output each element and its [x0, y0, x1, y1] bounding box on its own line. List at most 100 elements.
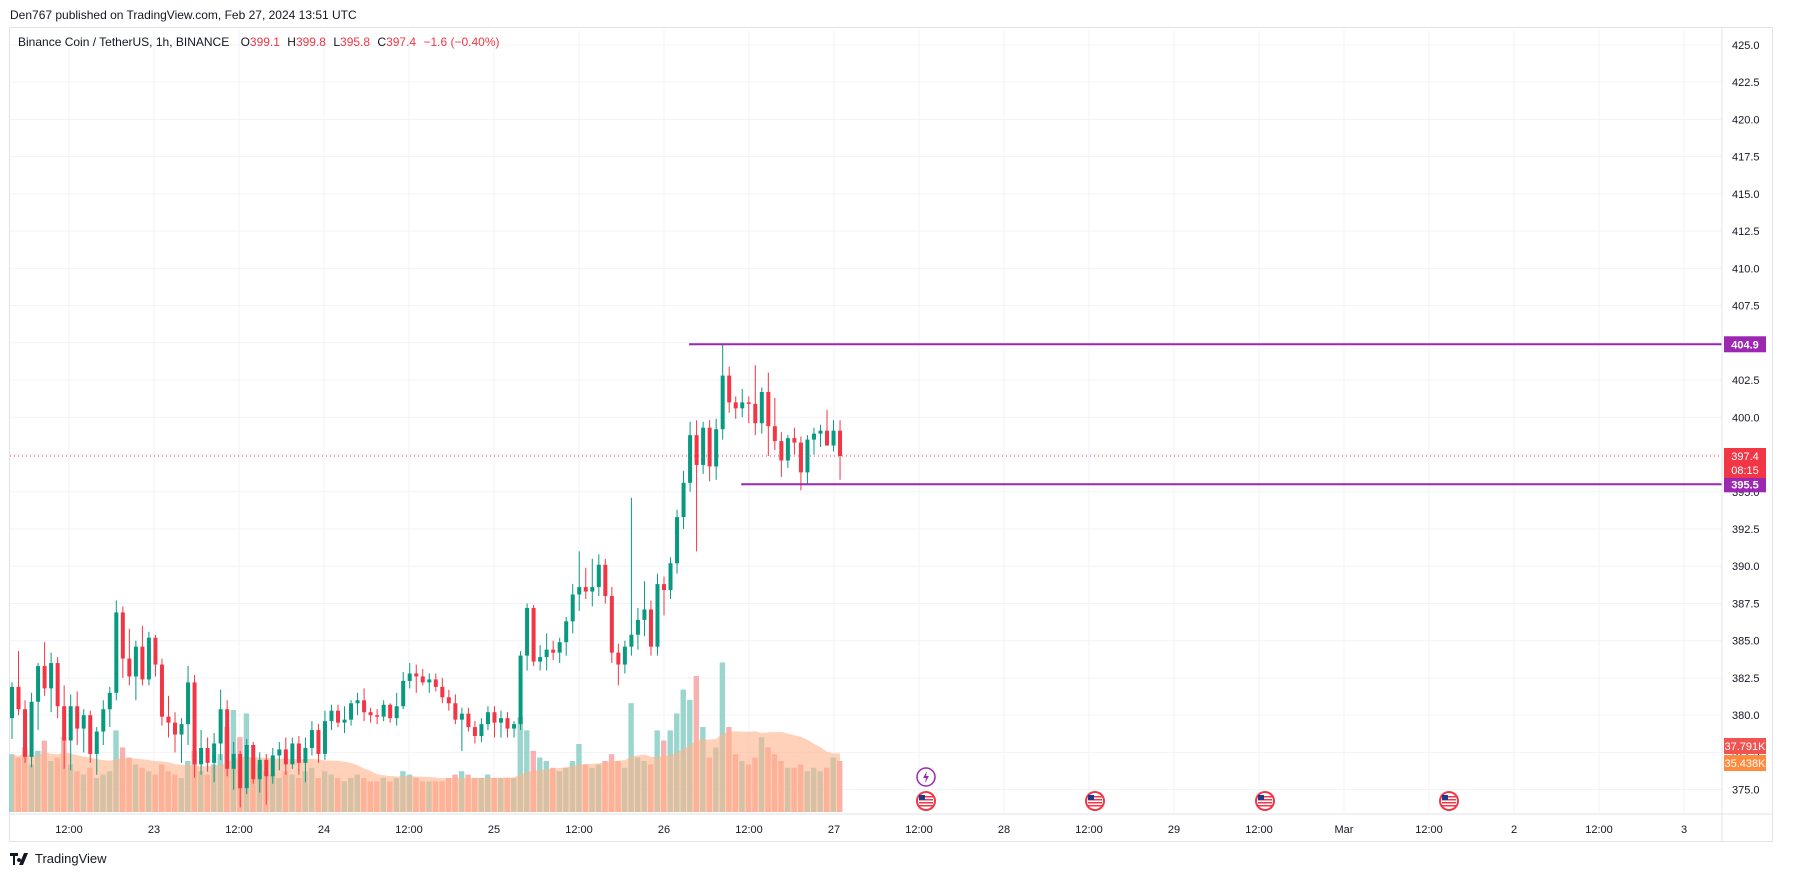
flag-stripe	[1442, 805, 1456, 807]
candle-body	[668, 563, 673, 591]
volume-bar	[517, 716, 523, 812]
time-tick-label: 12:00	[55, 824, 83, 836]
symbol-legend[interactable]: Binance Coin / TetherUS, 1h, BINANCE O39…	[18, 35, 500, 49]
time-tick-label: 12:00	[1415, 824, 1443, 836]
high-value: 399.8	[295, 35, 326, 49]
flag-stripe	[1258, 796, 1272, 798]
grid-lines	[10, 30, 1722, 812]
candle-body	[303, 747, 308, 763]
lightning-icon-bolt	[923, 771, 929, 783]
candle-body	[779, 441, 784, 461]
candle-body	[238, 753, 243, 789]
candle-body	[329, 710, 334, 722]
price-tick-label: 390.0	[1732, 561, 1760, 573]
price-tick-label: 410.0	[1732, 263, 1760, 275]
flag-canton	[1442, 795, 1448, 800]
candle-body	[838, 430, 843, 457]
time-tick-label: 12:00	[1245, 824, 1273, 836]
price-tick-label: 402.5	[1732, 375, 1760, 387]
time-tick-label: 12:00	[905, 824, 933, 836]
lightning-event-icon[interactable]	[916, 767, 936, 787]
close-label: C	[377, 35, 387, 49]
candle-body	[629, 634, 634, 647]
us-flag-event-icon[interactable]	[1439, 791, 1459, 811]
flag-stripe	[1088, 802, 1102, 804]
candle-body	[101, 709, 106, 732]
time-tick-label: 25	[488, 824, 500, 836]
us-flag-event-icon[interactable]	[916, 791, 936, 811]
low-label: L	[333, 35, 341, 49]
time-tick-label: 28	[998, 824, 1010, 836]
candle-body	[564, 621, 569, 643]
tradingview-brand[interactable]: TradingView	[10, 851, 107, 866]
candle-body	[622, 646, 627, 665]
flag-stripe	[919, 799, 933, 801]
candle-body	[492, 712, 497, 723]
candle-body	[192, 682, 197, 765]
time-tick-label: 12:00	[565, 824, 593, 836]
candle-body	[244, 744, 249, 789]
time-tick-label: 23	[148, 824, 160, 836]
candle-body	[401, 680, 406, 707]
candle-body	[309, 730, 314, 748]
candle-body	[153, 637, 158, 665]
flag-stripe	[919, 796, 933, 798]
candle-body	[16, 686, 21, 710]
flag-stripe	[1258, 799, 1272, 801]
candle-body	[94, 731, 99, 754]
candle-body	[270, 755, 275, 777]
symbol-name: Binance Coin / TetherUS, 1h, BINANCE	[18, 35, 230, 49]
candle-body	[635, 619, 640, 635]
level-lines	[10, 343, 1722, 486]
candle-body	[231, 753, 236, 769]
candle-body	[590, 587, 595, 592]
time-tick-label: Mar	[1335, 824, 1354, 836]
price-tick-label: 400.0	[1732, 412, 1760, 424]
candle-body	[349, 703, 354, 720]
candle-body	[166, 716, 171, 723]
candle-body	[818, 430, 823, 434]
candle-body	[472, 727, 477, 737]
us-flag-event-icon[interactable]	[1085, 791, 1105, 811]
flag-canton	[919, 795, 925, 800]
candle-body	[355, 700, 360, 704]
flag-stripe	[919, 805, 933, 807]
time-tick-label: 12:00	[225, 824, 253, 836]
candle-body	[290, 743, 295, 765]
open-value: 399.1	[249, 35, 280, 49]
price-tick-label: 422.5	[1732, 77, 1760, 89]
candle-body	[694, 435, 699, 465]
candle-body	[114, 612, 119, 693]
candle-body	[133, 646, 138, 677]
price-tick-label: 415.0	[1732, 189, 1760, 201]
candle-body	[186, 682, 191, 725]
candle-body	[499, 718, 503, 723]
candle-body	[825, 430, 829, 446]
candle-body	[811, 433, 816, 440]
candle-body	[55, 663, 60, 707]
candle-body	[440, 686, 445, 698]
candle-body	[681, 482, 686, 518]
candle-body	[577, 587, 582, 595]
candle-body	[616, 652, 621, 665]
candle-body	[655, 584, 660, 647]
candle-body	[609, 596, 614, 653]
candle-body	[453, 703, 458, 720]
low-value: 395.8	[340, 35, 371, 49]
candle-body	[388, 704, 393, 719]
tradingview-logo-icon	[10, 852, 28, 865]
candle-body	[746, 402, 751, 404]
candle-body	[642, 609, 647, 620]
candle-body	[68, 706, 73, 741]
candle-body	[805, 439, 810, 473]
candle-body	[264, 759, 269, 777]
us-flag-event-icon[interactable]	[1255, 791, 1275, 811]
candles	[10, 344, 843, 808]
countdown-text: 08:15	[1731, 465, 1759, 477]
published-info: Den767 published on TradingView.com, Feb…	[10, 8, 357, 22]
candle-body	[662, 584, 666, 591]
candle-body	[251, 744, 256, 780]
candle-body	[603, 564, 608, 597]
candle-body	[81, 715, 86, 729]
